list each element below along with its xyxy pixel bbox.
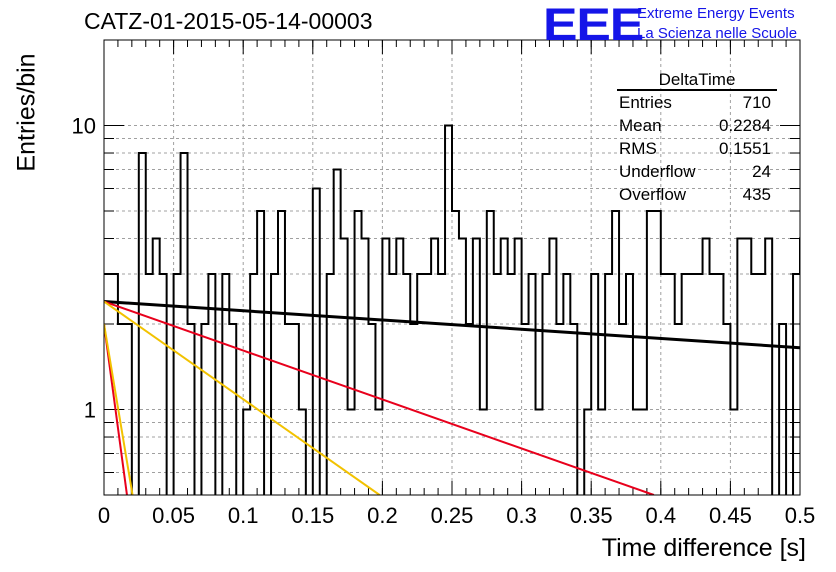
stats-label: Entries: [619, 93, 672, 112]
y-tick-label: 1: [84, 398, 96, 423]
eee-text-line2: La Scienza nelle Scuole: [637, 25, 798, 42]
stats-value: 710: [742, 93, 771, 112]
y-tick-label: 10: [72, 113, 96, 138]
x-tick-label: 0.25: [431, 503, 474, 528]
stats-value: 0.1551: [719, 139, 771, 158]
eee-logo: EEE: [543, 0, 644, 50]
stats-row: Mean 0.2284: [609, 114, 777, 137]
x-tick-label: 0: [98, 503, 110, 528]
stats-label: Mean: [619, 116, 662, 135]
fit-line: [104, 300, 381, 495]
x-tick-label: 0.1: [228, 503, 259, 528]
stats-label: Overflow: [619, 185, 687, 204]
x-tick-label: 0.5: [785, 503, 816, 528]
stats-row: RMS 0.1551: [609, 137, 777, 160]
x-tick-label: 0.15: [291, 503, 334, 528]
stats-row: Entries 710: [609, 91, 777, 114]
fit-line: [104, 300, 800, 350]
plot-title: CATZ-01-2015-05-14-00003: [84, 8, 373, 34]
x-axis-label: Time difference [s]: [601, 534, 806, 562]
eee-logo-text: Extreme Energy Events La Scienza nelle S…: [637, 4, 797, 44]
x-tick-label: 0.05: [152, 503, 195, 528]
stats-value: 24: [752, 162, 771, 181]
x-tick-label: 0.45: [709, 503, 752, 528]
fit-line: [104, 323, 134, 495]
x-tick-label: 0.35: [570, 503, 613, 528]
histogram-steps: [104, 124, 800, 495]
x-tick-label: 0.4: [646, 503, 677, 528]
x-tick-label: 0.2: [367, 503, 398, 528]
stats-value: 0.2284: [719, 116, 771, 135]
stats-value: 435: [742, 185, 771, 204]
plot-frame: [103, 39, 801, 496]
stats-row: Overflow 435: [609, 183, 777, 206]
eee-text-line1: Extreme Energy Events: [637, 5, 795, 22]
stats-label: Underflow: [619, 162, 696, 181]
x-tick-label: 0.3: [506, 503, 537, 528]
stats-title: DeltaTime: [617, 70, 777, 91]
fit-line: [104, 300, 655, 495]
stats-label: RMS: [619, 139, 657, 158]
stats-box: DeltaTime Entries 710 Mean 0.2284 RMS 0.…: [609, 70, 777, 206]
y-axis-label: Entries/bin: [12, 53, 41, 172]
stats-row: Underflow 24: [609, 160, 777, 183]
